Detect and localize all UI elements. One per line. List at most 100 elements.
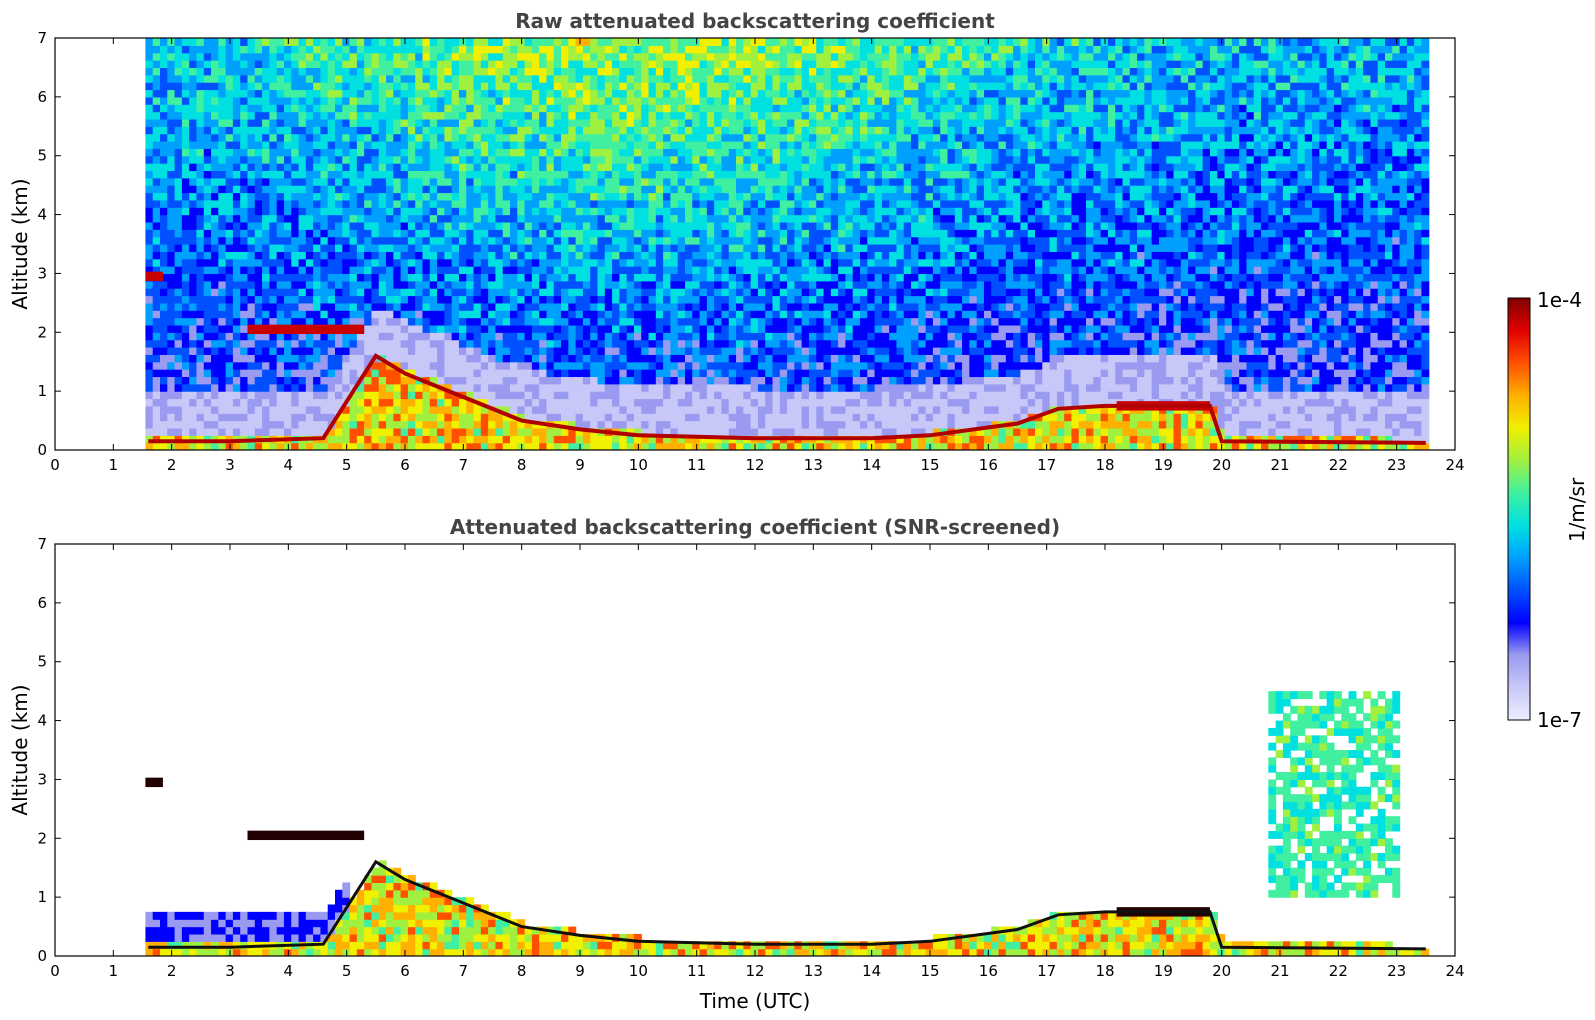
top-heatmap-cell (641, 310, 650, 319)
top-heatmap-cell (502, 192, 511, 201)
top-heatmap-cell (597, 199, 606, 208)
top-heatmap-cell (378, 177, 387, 186)
top-heatmap-cell (437, 89, 445, 98)
top-heatmap-cell (575, 347, 584, 355)
top-heatmap-cell (254, 104, 263, 113)
top-heatmap-cell (211, 361, 219, 370)
top-heatmap-cell (597, 155, 606, 164)
top-heatmap-cell (276, 244, 285, 252)
top-heatmap-cell (386, 141, 394, 149)
top-heatmap-cell (444, 52, 453, 61)
top-heatmap-cell (553, 273, 562, 282)
top-heatmap-cell (335, 376, 343, 385)
top-heatmap-cell (619, 317, 628, 326)
top-heatmap-cell (510, 244, 518, 252)
top-heatmap-cell (692, 324, 701, 333)
top-heatmap-cell (568, 354, 577, 363)
top-heatmap-cell (181, 177, 190, 186)
top-heatmap-cell (663, 45, 672, 54)
top-heatmap-cell (422, 185, 431, 194)
top-heatmap-cell (386, 96, 394, 105)
top-heatmap-cell (181, 192, 190, 201)
top-heatmap-cell (378, 324, 387, 333)
top-heatmap-cell (743, 60, 752, 69)
top-heatmap-cell (597, 104, 606, 113)
top-heatmap-cell (276, 376, 285, 385)
top-heatmap-cell (619, 155, 628, 164)
top-heatmap-cell (553, 295, 562, 304)
top-heatmap-cell (211, 126, 219, 135)
top-heatmap-cell (561, 317, 569, 326)
top-heatmap-cell (706, 383, 715, 392)
top-heatmap-cell (670, 405, 679, 414)
top-heatmap-cell (145, 420, 154, 429)
top-heatmap-cell (364, 199, 373, 208)
top-heatmap-cell (728, 221, 737, 230)
top-heatmap-cell (787, 207, 795, 216)
top-heatmap-cell (561, 383, 569, 392)
top-heatmap-cell (736, 391, 744, 400)
top-heatmap-cell (327, 52, 336, 61)
top-heatmap-cell (502, 170, 511, 179)
top-heatmap-cell (539, 295, 548, 304)
top-heatmap-cell (714, 185, 723, 194)
top-heatmap-cell (641, 302, 650, 311)
top-heatmap-cell (510, 229, 518, 238)
top-heatmap-cell (167, 383, 176, 392)
top-heatmap-cell (473, 118, 482, 127)
top-heatmap-cell (714, 52, 723, 61)
top-heatmap-cell (561, 60, 569, 69)
top-heatmap-cell (663, 427, 672, 436)
top-heatmap-cell (597, 273, 606, 282)
top-heatmap-cell (561, 442, 569, 450)
top-heatmap-cell (437, 60, 445, 69)
top-heatmap-cell (240, 192, 249, 201)
top-heatmap-cell (524, 118, 533, 127)
top-heatmap-cell (685, 317, 693, 326)
top-heatmap-cell (189, 60, 198, 69)
top-heatmap-cell (203, 258, 212, 267)
top-heatmap-cell (335, 273, 343, 282)
top-heatmap-cell (663, 214, 672, 223)
top-heatmap-cell (561, 199, 569, 208)
top-heatmap-cell (699, 324, 708, 333)
top-heatmap-cell (364, 170, 373, 179)
top-heatmap-cell (597, 111, 606, 120)
top-heatmap-cell (692, 192, 701, 201)
top-heatmap-cell (313, 199, 322, 208)
top-heatmap-cell (582, 89, 591, 98)
top-heatmap-cell (320, 369, 329, 378)
top-heatmap-cell (531, 251, 540, 260)
top-heatmap-cell (240, 118, 249, 127)
top-heatmap-cell (736, 413, 744, 422)
top-heatmap-cell (174, 207, 183, 216)
top-heatmap-cell (663, 413, 672, 422)
top-heatmap-cell (685, 427, 693, 436)
top-heatmap-cell (444, 347, 453, 355)
top-heatmap-cell (568, 155, 577, 164)
top-heatmap-cell (590, 383, 599, 392)
top-heatmap-cell (458, 199, 467, 208)
top-heatmap-cell (648, 133, 657, 142)
top-heatmap-cell (145, 126, 154, 135)
top-heatmap-cell (648, 442, 657, 450)
top-heatmap-cell (699, 420, 708, 429)
top-heatmap-cell (626, 310, 635, 319)
top-heatmap-cell (407, 376, 416, 385)
top-heatmap-cell (772, 376, 781, 385)
top-heatmap-cell (670, 442, 679, 450)
top-heatmap-cell (160, 244, 168, 252)
top-heatmap-cell (604, 244, 613, 252)
top-heatmap-cell (211, 133, 219, 142)
top-heatmap-cell (539, 82, 548, 91)
top-heatmap-cell (619, 236, 628, 245)
top-heatmap-cell (415, 170, 424, 179)
top-heatmap-cell (276, 199, 285, 208)
top-heatmap-cell (371, 104, 380, 113)
top-heatmap-cell (568, 376, 577, 385)
top-heatmap-cell (648, 111, 657, 120)
top-heatmap-cell (145, 376, 154, 385)
top-heatmap-cell (451, 361, 460, 370)
top-heatmap-cell (305, 236, 314, 245)
top-heatmap-cell (371, 332, 380, 341)
